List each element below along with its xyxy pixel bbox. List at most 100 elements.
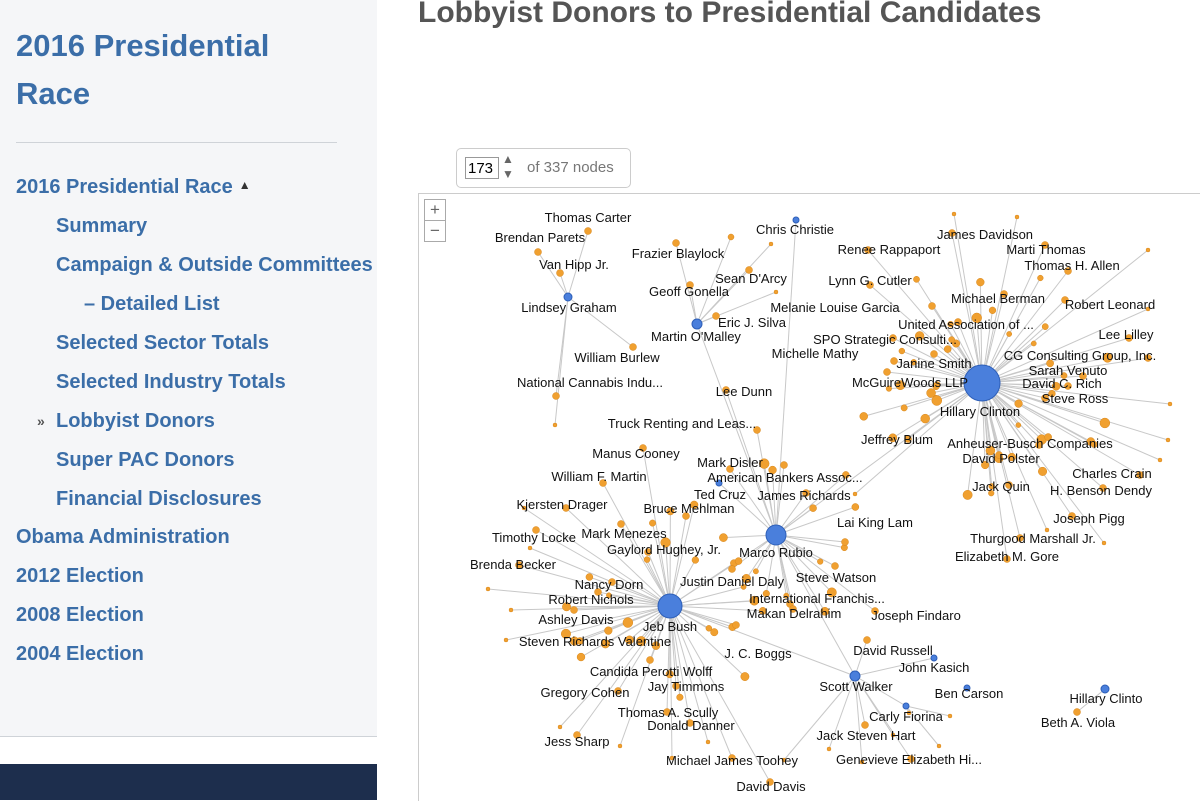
donor-node-william-burlew[interactable]: [630, 344, 637, 351]
donor-node[interactable]: [944, 346, 951, 353]
donor-node[interactable]: [1042, 324, 1048, 330]
donor-node[interactable]: [860, 412, 868, 420]
donor-node[interactable]: [1037, 275, 1043, 281]
donor-node-lee-dunn[interactable]: [723, 387, 730, 394]
donor-node-lai-king-lam[interactable]: [842, 539, 849, 546]
donor-node-michelle-mathy[interactable]: [891, 358, 898, 365]
donor-node-elizabeth-m-gore[interactable]: [1004, 556, 1011, 563]
donor-node-timothy-locke[interactable]: [533, 527, 540, 534]
nav-item-obama-administration[interactable]: Obama Administration: [16, 526, 230, 549]
nav-item-2004-election[interactable]: 2004 Election: [16, 643, 144, 666]
zoom-out-button[interactable]: −: [424, 221, 446, 242]
donor-node[interactable]: [1016, 423, 1021, 428]
nav-item-lobbyist-donors[interactable]: »Lobbyist Donors: [56, 410, 215, 433]
donor-node[interactable]: [911, 359, 917, 365]
donor-node[interactable]: [1038, 467, 1046, 475]
donor-node[interactable]: [915, 331, 924, 340]
donor-node-james-richards[interactable]: [803, 490, 810, 497]
nav-item-2008-election[interactable]: 2008 Election: [16, 604, 144, 627]
donor-node[interactable]: [1045, 434, 1052, 441]
donor-node[interactable]: [504, 638, 508, 642]
graph-canvas[interactable]: [418, 193, 1200, 801]
donor-node-michael-james-toohey[interactable]: [729, 755, 736, 762]
donor-node[interactable]: [976, 278, 984, 286]
donor-node[interactable]: [509, 608, 513, 612]
donor-node[interactable]: [1158, 458, 1162, 462]
donor-node-h-benson-dendy[interactable]: [1100, 485, 1107, 492]
donor-node-frazier-blaylock[interactable]: [673, 240, 680, 247]
candidate-node-ted-cruz[interactable]: [716, 480, 722, 486]
donor-node[interactable]: [986, 446, 995, 455]
donor-node-lee-lilley[interactable]: [1126, 335, 1133, 342]
donor-node[interactable]: [948, 714, 952, 718]
donor-node[interactable]: [667, 507, 675, 515]
donor-node[interactable]: [618, 744, 622, 748]
donor-node[interactable]: [842, 471, 849, 478]
donor-node-candida-perotti-wolff[interactable]: [647, 657, 654, 664]
donor-node[interactable]: [1102, 541, 1106, 545]
candidate-node-lindsey-graham[interactable]: [564, 293, 572, 301]
donor-node[interactable]: [649, 520, 655, 526]
donor-node[interactable]: [989, 307, 996, 314]
donor-node[interactable]: [827, 588, 836, 597]
donor-node[interactable]: [937, 744, 941, 748]
donor-node-janine-smith[interactable]: [931, 351, 938, 358]
donor-node-van-hipp-jr[interactable]: [557, 270, 564, 277]
donor-node[interactable]: [1061, 372, 1067, 378]
donor-node-sarah-venuto[interactable]: [1080, 373, 1087, 380]
donor-node[interactable]: [763, 590, 770, 597]
donor-node-steve-watson[interactable]: [832, 563, 839, 570]
stepper-down-icon[interactable]: ▼: [502, 167, 514, 182]
candidate-node-hillary-clinton[interactable]: [964, 365, 1000, 401]
donor-node-lynn-g-cutler[interactable]: [867, 282, 874, 289]
donor-node[interactable]: [625, 636, 633, 644]
donor-node[interactable]: [853, 492, 857, 496]
donor-node[interactable]: [601, 640, 610, 649]
donor-node[interactable]: [817, 559, 823, 565]
donor-node[interactable]: [821, 607, 829, 615]
donor-node[interactable]: [989, 483, 995, 489]
donor-node-david-polster[interactable]: [996, 452, 1003, 459]
donor-node-mcguirewoods-llp[interactable]: [884, 369, 891, 376]
nav-item-financial-disclosures[interactable]: Financial Disclosures: [56, 488, 262, 511]
donor-node-thomas-a-scully[interactable]: [664, 709, 671, 716]
donor-node[interactable]: [784, 593, 789, 598]
donor-node-geoff-gonella[interactable]: [687, 282, 694, 289]
donor-node-joseph-findaro[interactable]: [872, 608, 879, 615]
donor-node-robert-leonard[interactable]: [1062, 297, 1069, 304]
donor-node[interactable]: [690, 501, 698, 509]
donor-node[interactable]: [952, 212, 956, 216]
donor-node-cg-consulting-group-inc[interactable]: [1145, 355, 1152, 362]
donor-node-truck-renting-and-leas[interactable]: [754, 427, 761, 434]
donor-node[interactable]: [948, 321, 954, 327]
donor-node[interactable]: [1015, 215, 1019, 219]
donor-node[interactable]: [769, 242, 773, 246]
donor-node-eric-j-silva[interactable]: [713, 313, 720, 320]
donor-node-melanie-louise-garcia[interactable]: [929, 303, 936, 310]
donor-node[interactable]: [719, 534, 727, 542]
donor-node[interactable]: [553, 423, 557, 427]
donor-node-michael-berman[interactable]: [1001, 291, 1008, 298]
donor-node[interactable]: [623, 618, 633, 628]
donor-node[interactable]: [670, 756, 674, 760]
donor-node[interactable]: [644, 557, 650, 563]
donor-node[interactable]: [1168, 402, 1172, 406]
donor-node-james-davidson[interactable]: [949, 230, 956, 237]
donor-node-ashley-davis[interactable]: [571, 607, 578, 614]
donor-node[interactable]: [753, 569, 758, 574]
donor-node[interactable]: [1031, 341, 1036, 346]
donor-node[interactable]: [1015, 400, 1023, 408]
donor-node-american-bankers-assoc[interactable]: [781, 462, 788, 469]
donor-node[interactable]: [1046, 360, 1053, 367]
donor-node[interactable]: [1146, 248, 1150, 252]
donor-node-beth-a-viola[interactable]: [1074, 709, 1081, 716]
donor-node[interactable]: [1091, 441, 1097, 447]
donor-node-steve-ross[interactable]: [1042, 395, 1049, 402]
donor-node[interactable]: [933, 383, 940, 390]
donor-node[interactable]: [901, 405, 907, 411]
donor-node[interactable]: [896, 381, 905, 390]
donor-node[interactable]: [782, 758, 786, 762]
donor-node-national-cannabis-indu[interactable]: [553, 393, 560, 400]
donor-node[interactable]: [907, 711, 911, 715]
donor-node[interactable]: [963, 490, 972, 499]
